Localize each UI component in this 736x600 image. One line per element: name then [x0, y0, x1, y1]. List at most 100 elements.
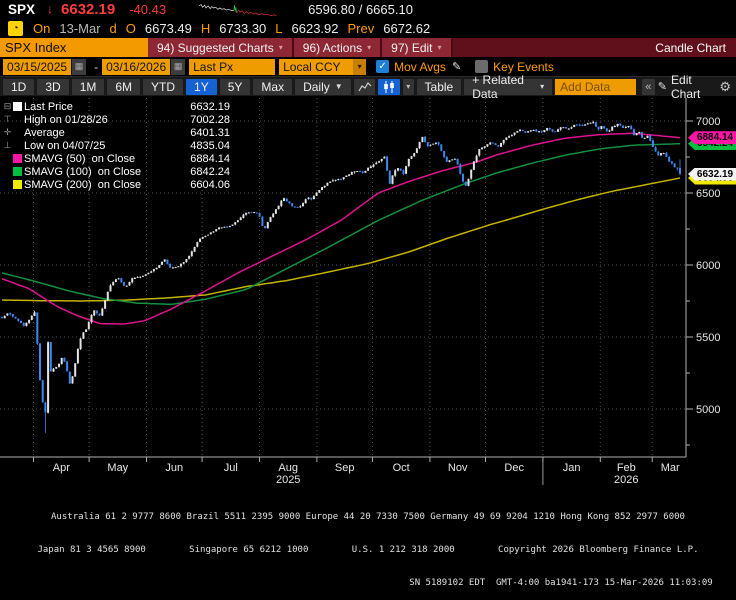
edit-chart-button[interactable]: ✎ Edit Chart	[657, 72, 701, 101]
range-1y-button[interactable]: 1Y	[186, 78, 217, 95]
key-events-checkbox[interactable]	[475, 60, 489, 73]
calendar-icon[interactable]: ▦	[170, 58, 186, 75]
last-price: 6632.19	[61, 0, 116, 18]
caret-down-icon: ▾	[367, 43, 372, 52]
range-1d-button[interactable]: 1D	[3, 78, 35, 95]
key-events-label: Key Events	[493, 59, 554, 74]
svg-text:7000: 7000	[696, 116, 720, 128]
range-1m-button[interactable]: 1M	[71, 78, 105, 95]
svg-text:2026: 2026	[614, 474, 638, 486]
high-label: H	[200, 20, 211, 36]
legend-row-high[interactable]: ⊤ High on 01/28/26 7002.28	[3, 113, 230, 126]
smavg200-swatch	[13, 180, 22, 189]
svg-text:Jun: Jun	[165, 462, 183, 474]
smavg100-swatch	[13, 167, 22, 176]
smavg50-price-badge: 6884.14	[688, 131, 736, 145]
chart-area[interactable]: 7000 6500 6000 5500 5000 Apr May Jun Jul Aug Sep Oc…	[0, 96, 736, 490]
range-ytd-button[interactable]: YTD	[143, 78, 184, 95]
svg-text:Feb: Feb	[617, 462, 636, 474]
chart-type-dropdown-icon[interactable]: ▾	[403, 78, 414, 95]
caret-down-icon: ▾	[437, 43, 442, 52]
svg-text:5500: 5500	[696, 332, 720, 344]
svg-text:2025: 2025	[276, 474, 300, 486]
footer-phone-line2: Japan 81 3 4565 8900 Singapore 65 6212 1…	[37, 545, 699, 555]
session-flag: d	[109, 20, 117, 36]
ticker-symbol: SPX	[8, 1, 36, 17]
caret-down-icon: ▼	[334, 82, 343, 91]
svg-text:Mar: Mar	[661, 462, 680, 474]
line-chart-type-button[interactable]	[353, 78, 376, 95]
period-select[interactable]: Daily ▼	[295, 78, 351, 95]
quote-header-line1: SPX ↓ 6632.19 -40.43 6596.80 / 6665.10	[0, 0, 736, 18]
calendar-icon[interactable]: ▦	[71, 58, 87, 75]
open-value: 6673.49	[144, 20, 192, 36]
high-marker-icon: ⊤	[3, 114, 12, 124]
svg-text:5000: 5000	[696, 404, 720, 416]
average-marker-icon: ✛	[3, 127, 12, 137]
price-change: -40.43	[129, 1, 167, 17]
svg-text:Nov: Nov	[448, 462, 468, 474]
last-price-badge: 6632.19	[688, 167, 736, 181]
svg-text:Jan: Jan	[563, 462, 581, 474]
menu-suggested-charts[interactable]: 94) Suggested Charts ▾	[148, 38, 294, 57]
open-label: O	[125, 20, 136, 36]
candle-chart-type-button[interactable]	[378, 78, 401, 95]
legend-row-smavg100[interactable]: SMAVG (100) on Close 6842.24	[2, 165, 230, 178]
line-chart-icon	[358, 81, 371, 91]
quote-header-line2: ◔ On 13-Mar d O 6673.49 H 6733.30 L 6623…	[0, 18, 736, 38]
security-input[interactable]: SPX Index	[0, 38, 148, 57]
legend-row-smavg200[interactable]: SMAVG (200) on Close 6604.06	[2, 178, 230, 191]
date-to-input[interactable]: 03/16/2026	[102, 58, 171, 75]
mov-avgs-checkbox[interactable]: ✓	[376, 60, 390, 73]
menu-edit[interactable]: 97) Edit ▾	[382, 38, 453, 57]
date-from-input[interactable]: 03/15/2025	[3, 58, 72, 75]
intraday-sparkline	[198, 3, 277, 16]
field-select[interactable]: Last Px	[189, 58, 276, 75]
pencil-icon: ✎	[657, 81, 668, 93]
prev-label: Prev	[347, 20, 375, 36]
chart-legend: ⊟ Last Price 6632.19 ⊤ High on 01/28/26 …	[2, 100, 230, 191]
svg-text:6000: 6000	[696, 260, 720, 272]
price-down-arrow-icon: ↓	[47, 2, 54, 16]
svg-text:Jul: Jul	[224, 462, 238, 474]
low-marker-icon: ⊥	[3, 140, 12, 150]
svg-text:Aug: Aug	[278, 462, 298, 474]
related-data-button[interactable]: + Related Data ▾	[464, 73, 553, 101]
currency-select[interactable]: Local CCY	[279, 58, 354, 75]
range-3d-button[interactable]: 3D	[37, 78, 69, 95]
legend-row-average[interactable]: ✛ Average 6401.31	[3, 126, 230, 139]
range-5y-button[interactable]: 5Y	[219, 78, 251, 95]
caret-down-icon: ▾	[278, 43, 283, 52]
svg-text:Dec: Dec	[504, 462, 524, 474]
delayed-gauge-icon: ◔	[8, 20, 23, 36]
svg-text:Apr: Apr	[53, 462, 70, 474]
add-data-input[interactable]: Add Data	[555, 78, 636, 95]
table-button[interactable]: Table	[416, 78, 462, 95]
svg-text:Oct: Oct	[393, 462, 410, 474]
legend-row-low[interactable]: ⊥ Low on 04/07/25 4835.04	[3, 139, 230, 152]
currency-dropdown-icon[interactable]: ▾	[353, 58, 367, 75]
tree-expander-icon[interactable]: ⊟	[3, 101, 12, 111]
collapse-panel-icon[interactable]: «	[641, 78, 655, 95]
menu-actions[interactable]: 96) Actions ▾	[293, 38, 383, 57]
legend-row-smavg50[interactable]: SMAVG (50) on Close 6884.14	[2, 152, 230, 165]
price-chart-svg[interactable]: 7000 6500 6000 5500 5000 Apr May Jun Jul Aug Sep Oc…	[0, 96, 736, 490]
prev-value: 6672.62	[383, 20, 431, 36]
legend-row-last-price[interactable]: ⊟ Last Price 6632.19	[3, 100, 230, 113]
svg-text:May: May	[107, 462, 128, 474]
gear-icon[interactable]: ⚙	[719, 78, 732, 94]
edit-mov-avgs-pencil-icon[interactable]: ✎	[451, 61, 462, 73]
caret-down-icon: ▾	[540, 82, 545, 91]
bid-ask-range: 6596.80 / 6665.10	[308, 1, 413, 17]
low-value: 6623.92	[291, 20, 339, 36]
menubar: SPX Index 94) Suggested Charts ▾ 96) Act…	[0, 38, 736, 57]
range-max-button[interactable]: Max	[253, 78, 293, 95]
date-range-dash: -	[94, 59, 99, 74]
range-6m-button[interactable]: 6M	[107, 78, 141, 95]
terminal-footer: Australia 61 2 9777 8600 Brazil 5511 239…	[0, 490, 736, 600]
footer-session-info: SN 5189102 EDT GMT-4:00 ba1941-173 15-Ma…	[409, 578, 729, 588]
chart-controls: 03/15/2025 ▦ - 03/16/2026 ▦ Last Px Loca…	[0, 57, 736, 76]
footer-phone-line1: Australia 61 2 9777 8600 Brazil 5511 239…	[51, 512, 685, 522]
last-price-swatch	[13, 102, 22, 111]
candle-chart-icon	[384, 80, 395, 93]
